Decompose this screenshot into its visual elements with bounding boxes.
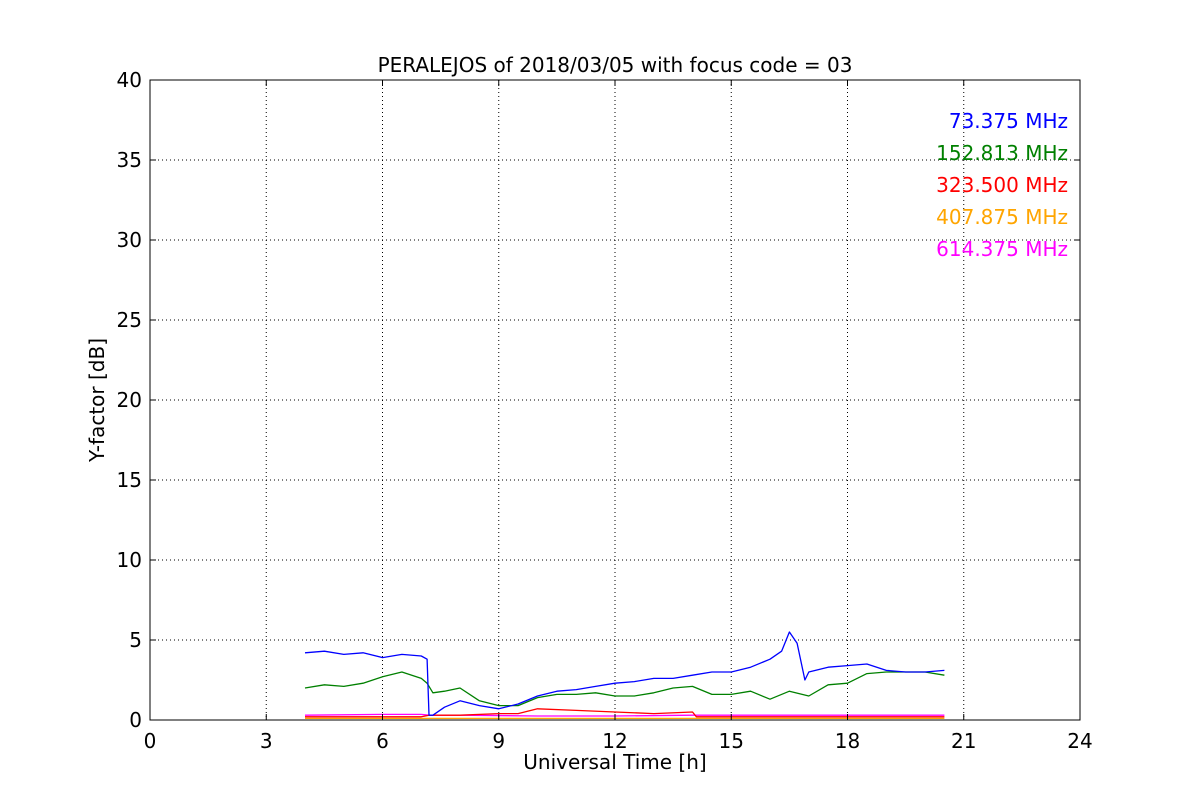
legend-entry: 73.375 MHz [949,109,1068,133]
y-tick-label: 35 [117,148,142,172]
x-tick-label: 18 [835,729,860,753]
axis-ticks: 0 3 6 9 12 15 18 21 24 0 5 10 15 20 25 30 35 40 [117,68,1093,753]
series-line-73-375-mhz [304,631,945,716]
y-tick-label: 5 [129,628,142,652]
chart-title: PERALEJOS of 2018/03/05 with focus code … [378,53,853,77]
series-group [304,631,945,720]
x-tick-label: 12 [602,729,627,753]
x-tick-label: 3 [260,729,273,753]
x-tick-label: 9 [492,729,505,753]
series-line-323-500-mhz [305,708,945,718]
y-tick-label: 10 [117,548,142,572]
y-tick-label: 25 [117,308,142,332]
y-tick-label: 20 [117,388,142,412]
y-tick-label: 30 [117,228,142,252]
grid [150,80,1080,720]
x-tick-label: 15 [719,729,744,753]
x-tick-label: 6 [376,729,389,753]
x-axis-label: Universal Time [h] [523,750,706,774]
y-axis-label: Y-factor [dB] [85,338,109,463]
x-tick-label: 21 [951,729,976,753]
legend-entry: 323.500 MHz [936,173,1068,197]
x-tick-label: 24 [1067,729,1092,753]
legend-entry: 407.875 MHz [936,205,1068,229]
series-line-152-813-mhz [304,671,945,707]
y-tick-label: 15 [117,468,142,492]
series-line-614-375-mhz [304,713,945,717]
x-tick-label: 0 [144,729,157,753]
legend-entry: 152.813 MHz [936,141,1068,165]
y-tick-label: 0 [129,708,142,732]
y-tick-label: 40 [117,68,142,92]
legend-entry: 614.375 MHz [936,237,1068,261]
legend: 73.375 MHz 152.813 MHz 323.500 MHz 407.875 … [936,109,1068,261]
